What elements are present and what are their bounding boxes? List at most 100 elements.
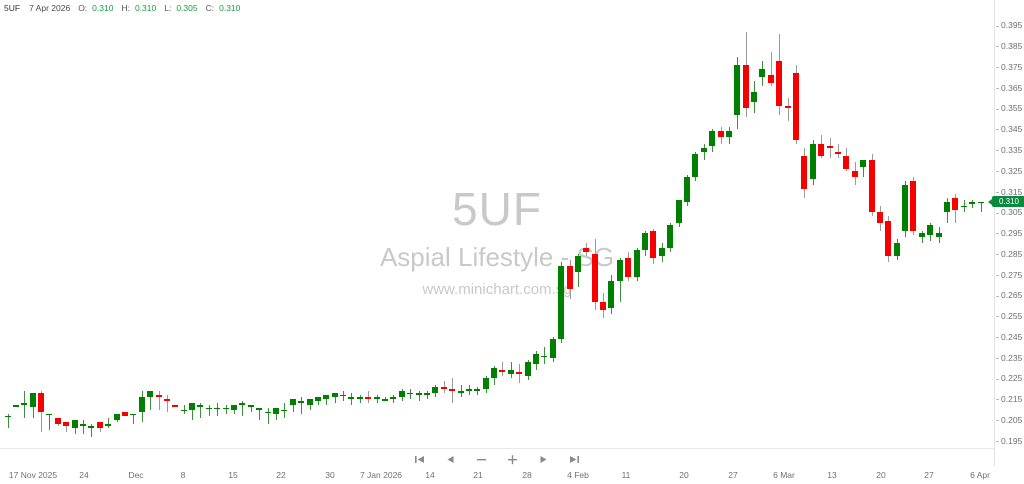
candle-body (181, 409, 187, 411)
tick-label: 0.385 (1001, 41, 1023, 52)
price-axis-tick: 0.385 (996, 41, 1022, 51)
candle-body (239, 403, 245, 406)
close-label: C: (205, 3, 215, 13)
chart-toolbar[interactable] (0, 450, 994, 468)
price-axis-tick: 0.225 (996, 373, 1022, 383)
tick-label: 0.305 (1001, 207, 1023, 218)
candle-body (558, 266, 564, 339)
candlestick-plot[interactable]: 5UF Aspial Lifestyle - SG www.minichart.… (0, 16, 994, 448)
candle-wick (351, 392, 352, 406)
candle-wick (704, 143, 705, 161)
date-axis-tick: 17 Nov 2025 (8, 470, 58, 480)
candle-wick (360, 395, 361, 404)
price-axis-tick: 0.285 (996, 249, 1022, 259)
candle-wick (502, 361, 503, 377)
candle-body (256, 407, 262, 410)
candle-body (38, 392, 44, 412)
candle-wick (419, 390, 420, 402)
candle-wick (192, 405, 193, 420)
candle-body (172, 405, 178, 408)
candle-body (323, 395, 329, 400)
candle-wick (477, 386, 478, 396)
tick-label: 0.245 (1001, 331, 1023, 342)
zoom-out-button[interactable] (476, 453, 488, 465)
candle-body (818, 143, 824, 157)
candle-body (21, 403, 27, 405)
candle-body (231, 405, 237, 410)
candle-wick (838, 143, 839, 159)
candle-body (399, 390, 405, 398)
candle-body (642, 233, 648, 250)
zoom-in-button[interactable] (507, 453, 519, 465)
tick-mark (996, 233, 999, 235)
candle-body (130, 413, 136, 416)
skip-to-start-button[interactable] (414, 453, 426, 465)
tick-label: 0.325 (1001, 165, 1023, 176)
candle-body (709, 131, 715, 146)
candle-body (449, 388, 455, 391)
price-axis-tick: 0.295 (996, 228, 1022, 238)
step-back-button[interactable] (445, 453, 457, 465)
candle-body (801, 156, 807, 190)
candle-body (348, 397, 354, 400)
candle-body (810, 143, 816, 180)
step-forward-button[interactable] (538, 453, 550, 465)
tick-mark (996, 420, 999, 422)
candle-body (978, 201, 984, 204)
candle-body (432, 386, 438, 393)
candle-body (290, 399, 296, 406)
candle-wick (33, 403, 34, 418)
candle-body (281, 409, 287, 411)
candle-wick (326, 395, 327, 406)
candle-body (206, 407, 212, 409)
tick-label: 0.295 (1001, 228, 1023, 239)
candle-body (919, 233, 925, 238)
candle-body (902, 185, 908, 231)
candle-body (508, 370, 514, 375)
candle-wick (41, 390, 42, 433)
candle-body (743, 64, 749, 109)
candle-body (684, 176, 690, 202)
price-axis-tick: 0.255 (996, 311, 1022, 321)
candle-wick (335, 392, 336, 404)
candle-wick (217, 403, 218, 416)
candle-body (541, 355, 547, 357)
candle-wick (83, 419, 84, 435)
price-axis-tick: 0.345 (996, 124, 1022, 134)
candle-body (197, 405, 203, 407)
candle-body (952, 197, 958, 211)
high-label: H: (121, 3, 130, 13)
candle-wick (461, 384, 462, 398)
date-axis-tick: 13 (827, 470, 837, 480)
price-axis-tick: 0.325 (996, 166, 1022, 176)
price-axis-tick: 0.305 (996, 207, 1022, 217)
skip-to-end-button[interactable] (569, 453, 581, 465)
candle-body (273, 407, 279, 414)
candle-body (869, 160, 875, 213)
candle-wick (393, 395, 394, 404)
chart-watermark: 5UF Aspial Lifestyle - SG www.minichart.… (0, 16, 994, 448)
date-axis-tick: Dec (128, 470, 144, 480)
candle-body (13, 405, 19, 407)
date-axis-tick: 6 Apr (970, 470, 990, 480)
candle-wick (66, 422, 67, 433)
tick-mark (996, 108, 999, 110)
candle-body (390, 397, 396, 400)
candle-body (164, 399, 170, 402)
tick-mark (996, 316, 999, 318)
candle-body (365, 397, 371, 400)
candle-body (147, 390, 153, 398)
candle-body (307, 399, 313, 406)
candle-body (483, 378, 489, 389)
candle-body (827, 145, 833, 148)
candle-body (969, 201, 975, 204)
tick-label: 0.215 (1001, 394, 1023, 405)
candle-body (852, 170, 858, 177)
candle-wick (830, 137, 831, 159)
candle-body (63, 422, 69, 427)
tick-label: 0.225 (1001, 373, 1023, 384)
date-axis-tick: 15 (228, 470, 238, 480)
candle-wick (200, 403, 201, 418)
date-axis-tick: 11 (621, 470, 631, 480)
price-axis-tick: 0.275 (996, 270, 1022, 280)
